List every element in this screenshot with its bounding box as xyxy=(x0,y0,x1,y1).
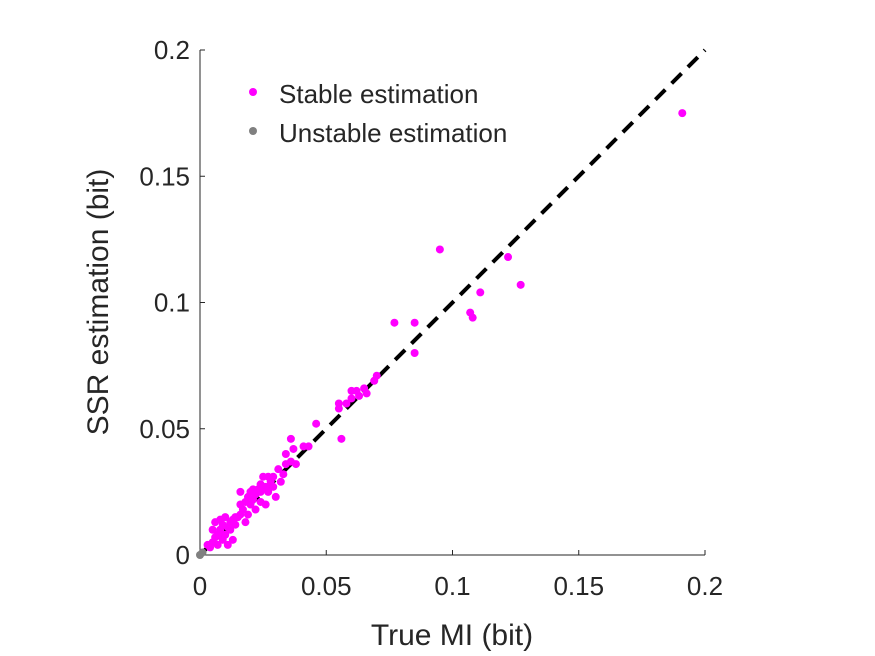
data-point xyxy=(410,349,419,357)
x-ticks: 0 0.05 0.1 0.15 0.2 xyxy=(193,550,723,601)
y-tick-label: 0.15 xyxy=(139,161,190,191)
data-point xyxy=(466,308,475,317)
data-point xyxy=(274,465,283,474)
data-point xyxy=(259,472,268,481)
data-point xyxy=(241,518,250,527)
data-point xyxy=(228,535,237,544)
data-point xyxy=(276,477,285,486)
legend-label-unstable: Unstable estimation xyxy=(279,118,507,148)
x-tick-label: 0 xyxy=(193,571,207,601)
data-point xyxy=(286,434,295,443)
data-point xyxy=(678,109,687,118)
data-point xyxy=(269,482,278,491)
data-point xyxy=(251,505,260,514)
data-point xyxy=(264,487,273,496)
legend-label-stable: Stable estimation xyxy=(279,79,478,109)
x-axis-label: True MI (bit) xyxy=(371,619,533,652)
data-point xyxy=(203,540,212,549)
data-point xyxy=(347,394,356,403)
data-point xyxy=(304,442,313,451)
data-point xyxy=(342,399,351,408)
data-point xyxy=(271,492,280,501)
data-point xyxy=(281,450,290,458)
data-points xyxy=(196,109,687,559)
data-point xyxy=(223,540,232,549)
x-tick-label: 0.15 xyxy=(553,571,604,601)
data-point xyxy=(516,280,525,289)
legend-marker-unstable xyxy=(249,127,257,135)
data-point xyxy=(334,404,343,413)
data-point xyxy=(218,535,227,544)
data-point xyxy=(352,386,361,395)
legend-marker-stable xyxy=(249,88,257,96)
data-point xyxy=(312,419,321,428)
data-point xyxy=(211,518,220,527)
y-tick-label: 0.05 xyxy=(139,414,190,444)
data-point xyxy=(370,376,379,385)
data-point xyxy=(236,487,245,496)
series-unstable xyxy=(196,548,207,559)
x-tick-label: 0.2 xyxy=(687,571,723,601)
legend: Stable estimation Unstable estimation xyxy=(249,79,507,148)
data-point xyxy=(198,548,207,557)
data-point xyxy=(256,497,265,506)
data-point xyxy=(243,510,252,519)
data-point xyxy=(286,457,295,466)
data-point xyxy=(360,384,369,393)
y-axis-label: SSR estimation (bit) xyxy=(82,169,115,436)
y-tick-label: 0.2 xyxy=(154,35,190,65)
data-point xyxy=(410,318,419,327)
data-point xyxy=(279,470,288,479)
data-point xyxy=(390,318,399,327)
data-point xyxy=(337,434,346,443)
data-point xyxy=(476,288,485,297)
series-stable xyxy=(203,109,687,552)
x-tick-label: 0.1 xyxy=(434,571,470,601)
data-point xyxy=(208,525,217,534)
data-point xyxy=(236,500,245,509)
y-tick-label: 0.1 xyxy=(154,288,190,318)
data-point xyxy=(504,253,513,262)
data-point xyxy=(435,245,444,254)
y-ticks: 0 0.05 0.1 0.15 0.2 xyxy=(139,35,205,570)
data-point xyxy=(289,444,298,453)
y-tick-label: 0 xyxy=(176,540,190,570)
x-tick-label: 0.05 xyxy=(301,571,352,601)
